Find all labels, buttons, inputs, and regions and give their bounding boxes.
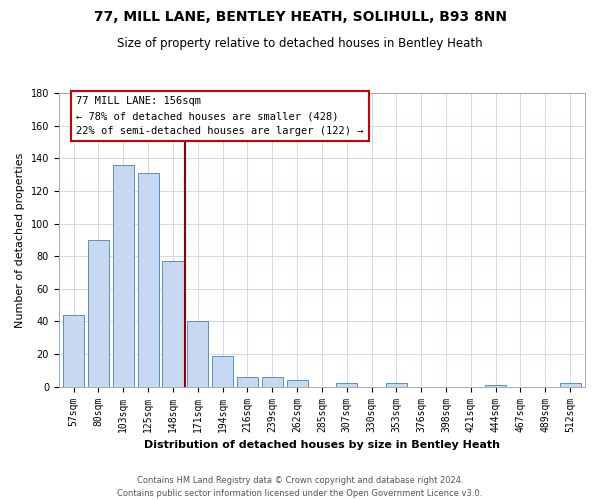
Bar <box>560 384 581 386</box>
Bar <box>262 377 283 386</box>
Bar <box>137 173 158 386</box>
Text: Contains HM Land Registry data © Crown copyright and database right 2024.
Contai: Contains HM Land Registry data © Crown c… <box>118 476 482 498</box>
X-axis label: Distribution of detached houses by size in Bentley Heath: Distribution of detached houses by size … <box>144 440 500 450</box>
Text: Size of property relative to detached houses in Bentley Heath: Size of property relative to detached ho… <box>117 38 483 51</box>
Bar <box>237 377 258 386</box>
Bar <box>187 322 208 386</box>
Bar <box>163 261 184 386</box>
Text: 77 MILL LANE: 156sqm
← 78% of detached houses are smaller (428)
22% of semi-deta: 77 MILL LANE: 156sqm ← 78% of detached h… <box>76 96 364 136</box>
Bar <box>113 165 134 386</box>
Bar <box>336 384 357 386</box>
Bar <box>63 315 84 386</box>
Bar <box>386 384 407 386</box>
Bar <box>287 380 308 386</box>
Text: 77, MILL LANE, BENTLEY HEATH, SOLIHULL, B93 8NN: 77, MILL LANE, BENTLEY HEATH, SOLIHULL, … <box>94 10 506 24</box>
Bar <box>212 356 233 386</box>
Bar <box>88 240 109 386</box>
Bar <box>485 385 506 386</box>
Y-axis label: Number of detached properties: Number of detached properties <box>15 152 25 328</box>
